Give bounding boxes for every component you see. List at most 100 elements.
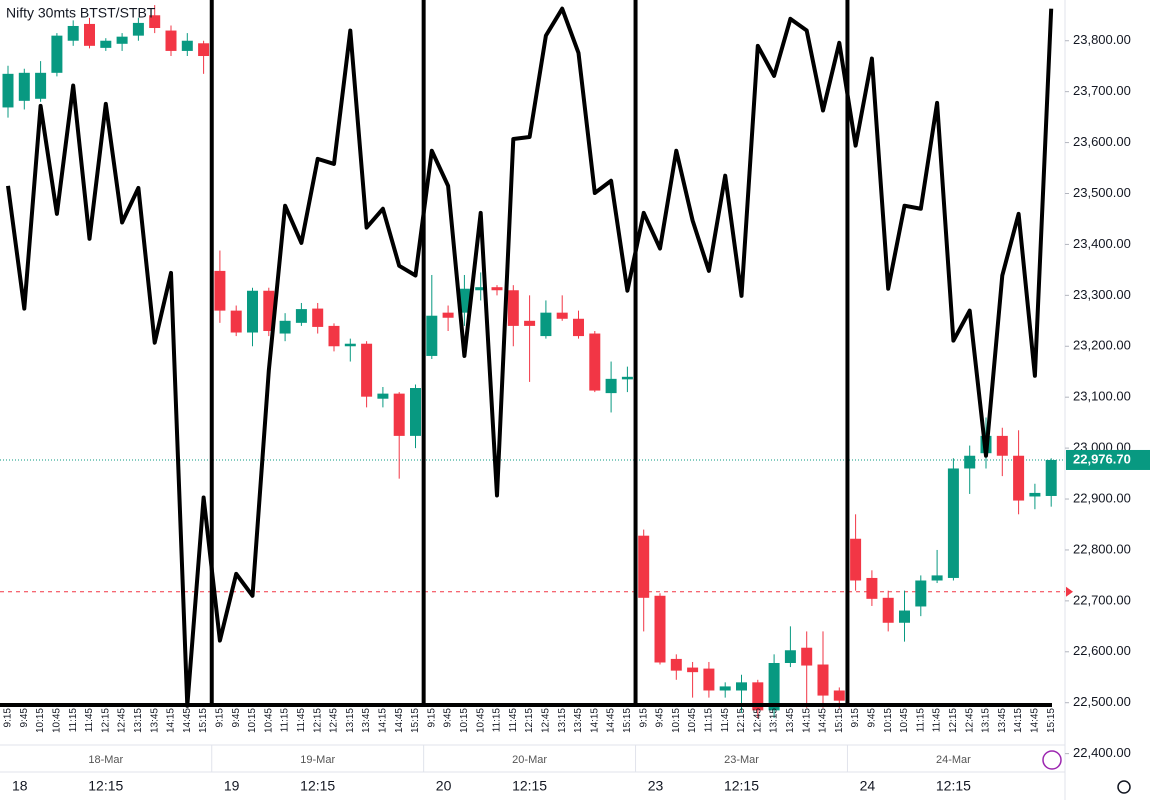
day-label: 20-Mar — [512, 754, 547, 766]
candle-body — [35, 72, 47, 99]
x-tick-label: 12:45 — [964, 708, 975, 733]
x-tick-label: 9:45 — [19, 708, 30, 728]
candle-body — [736, 682, 747, 691]
x-tick-label: 15:15 — [198, 708, 209, 733]
x-tick-label: 14:15 — [378, 708, 389, 733]
candle-body — [882, 597, 894, 623]
y-tick-label: 22,900.00 — [1073, 490, 1131, 505]
x-tick-label: 10:15 — [247, 708, 258, 733]
candle-body — [344, 343, 356, 347]
x-tick-label: 11:15 — [915, 708, 926, 733]
candle-body — [312, 308, 324, 327]
candle-body — [491, 287, 503, 291]
y-tick-label: 23,500.00 — [1073, 185, 1131, 200]
x-tick-label: 9:15 — [850, 708, 861, 728]
x-tick-label: 13:45 — [149, 708, 160, 733]
x-tick-label: 10:45 — [52, 708, 63, 733]
x-tick-label: 11:15 — [492, 708, 503, 733]
y-tick-label: 22,500.00 — [1073, 694, 1131, 709]
x-tick-label: 10:45 — [687, 708, 698, 733]
candle-body — [165, 30, 177, 51]
x-tick-label: 10:15 — [35, 708, 46, 733]
x-tick-label: 14:45 — [394, 708, 405, 733]
y-tick-label: 23,300.00 — [1073, 287, 1131, 302]
y-tick-label: 23,600.00 — [1073, 134, 1131, 149]
time-scale-label: 24 — [860, 778, 876, 794]
candle-body — [1045, 459, 1057, 496]
y-tick-label: 23,700.00 — [1073, 83, 1131, 98]
y-tick-label: 23,200.00 — [1073, 338, 1131, 353]
candle-body — [915, 580, 927, 607]
x-tick-label: 13:15 — [769, 708, 780, 733]
x-tick-label: 9:15 — [426, 708, 437, 728]
x-tick-label: 14:45 — [182, 708, 193, 733]
candle-body — [426, 315, 438, 356]
x-tick-label: 10:45 — [263, 708, 274, 733]
time-scale-label: 19 — [224, 778, 240, 794]
y-tick-label: 23,100.00 — [1073, 389, 1131, 404]
candle-body — [638, 535, 650, 598]
x-tick-label: 14:15 — [801, 708, 812, 733]
reference-marker — [1066, 586, 1073, 597]
candle-body — [442, 312, 454, 318]
day-label: 23-Mar — [724, 754, 759, 766]
y-tick-label: 23,400.00 — [1073, 236, 1131, 251]
candle-body — [719, 686, 731, 691]
candle-body — [247, 290, 258, 333]
candle-body — [393, 393, 405, 436]
time-scale-label: 12:15 — [936, 778, 971, 794]
time-scale-label: 20 — [436, 778, 452, 794]
x-tick-label: 15:15 — [1046, 708, 1057, 733]
candle-body — [817, 664, 829, 696]
x-tick-label: 13:45 — [361, 708, 372, 733]
x-tick-label: 14:15 — [589, 708, 600, 733]
candle-body — [540, 312, 552, 337]
last-price-box — [1066, 449, 1150, 470]
candle-body — [833, 690, 845, 701]
y-tick-label: 22,600.00 — [1073, 643, 1131, 658]
x-tick-label: 14:15 — [1013, 708, 1024, 733]
candle-body — [230, 310, 242, 333]
candle-body — [589, 333, 601, 391]
last-price-label: 22,976.70 — [1073, 451, 1131, 466]
candle-body — [556, 312, 568, 319]
x-tick-label: 9:45 — [655, 708, 666, 728]
x-tick-label: 9:45 — [231, 708, 242, 728]
candle-body — [100, 40, 112, 48]
time-scale-label: 23 — [648, 778, 664, 794]
candle-body — [51, 35, 63, 73]
x-tick-label: 13:15 — [557, 708, 568, 733]
candle-body — [654, 595, 666, 663]
x-tick-label: 12:15 — [948, 708, 959, 733]
flash-icon[interactable] — [1042, 750, 1062, 770]
x-tick-label: 14:45 — [1030, 708, 1041, 733]
time-scale-label: 12:15 — [300, 778, 335, 794]
x-tick-label: 15:15 — [622, 708, 633, 733]
x-tick-label: 9:45 — [443, 708, 454, 728]
x-tick-label: 12:45 — [329, 708, 340, 733]
settings-icon[interactable] — [1117, 780, 1131, 794]
x-tick-label: 10:15 — [459, 708, 470, 733]
candle-body — [116, 36, 128, 44]
time-scale-label: 12:15 — [88, 778, 123, 794]
x-tick-label: 15:15 — [834, 708, 845, 733]
candle-body — [996, 435, 1008, 456]
y-tick-label: 22,800.00 — [1073, 541, 1131, 556]
candle-body — [866, 577, 878, 599]
candle-body — [2, 73, 14, 108]
x-tick-label: 9:15 — [638, 708, 649, 728]
candle-body — [507, 290, 519, 326]
candle-body — [67, 25, 79, 41]
candle-body — [573, 318, 584, 337]
x-tick-label: 9:15 — [3, 708, 14, 728]
candle-body — [410, 388, 421, 436]
x-tick-label: 11:15 — [68, 708, 79, 733]
x-tick-label: 13:15 — [345, 708, 356, 733]
candle-body — [947, 468, 959, 578]
x-tick-label: 12:15 — [524, 708, 535, 733]
candle-body — [214, 270, 226, 311]
candle-body — [850, 538, 862, 581]
time-scale-label: 12:15 — [724, 778, 759, 794]
